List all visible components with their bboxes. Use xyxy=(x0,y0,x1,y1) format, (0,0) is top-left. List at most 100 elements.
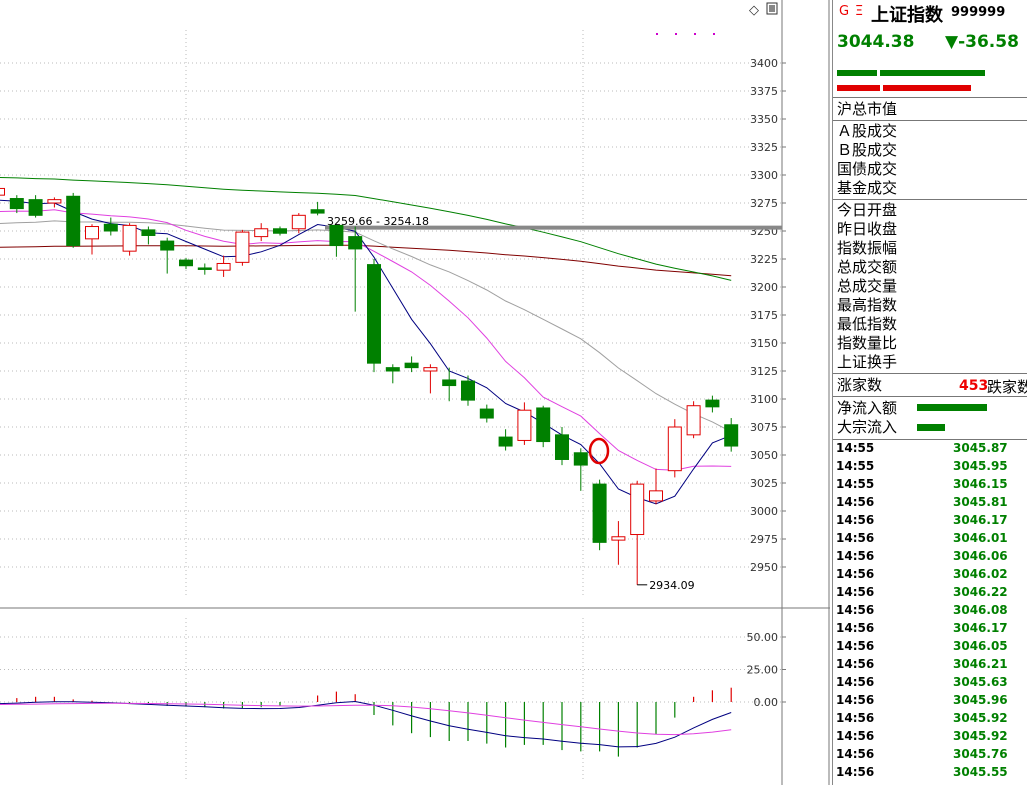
label-b-share: Ｂ股成交 xyxy=(837,141,898,159)
g-icon[interactable]: G xyxy=(839,4,850,19)
candle-body xyxy=(404,362,419,369)
buy-strength-bar-2 xyxy=(880,70,985,76)
tick-time: 14:55 xyxy=(836,477,875,491)
advancers-count: 453 xyxy=(959,378,989,394)
candle-body xyxy=(310,209,325,214)
ma10-line xyxy=(0,209,732,471)
tick-time: 14:56 xyxy=(836,657,875,671)
price-tick-label: 3300 xyxy=(750,169,778,182)
label-open: 今日开盘 xyxy=(837,201,898,219)
peak-annotation: 3259.66 - 3254.18 xyxy=(327,215,429,228)
tick-value: 3046.02 xyxy=(953,567,1008,581)
candle-body xyxy=(197,267,212,270)
tick-value: 3046.17 xyxy=(953,621,1008,635)
ma20-line xyxy=(0,220,732,433)
net-inflow-bar xyxy=(917,404,987,411)
tick-row: 14:56 3045.92 xyxy=(833,711,1027,729)
kline-chart[interactable]: 3400 3375 3350 3325 3300 3275 3250 3225 3200 3175… xyxy=(0,0,830,785)
divider xyxy=(833,396,1027,397)
tick-row: 14:56 3046.06 xyxy=(833,549,1027,567)
price-tick-label: 3000 xyxy=(750,505,778,518)
tick-value: 3045.63 xyxy=(953,675,1008,689)
quote-header: G Ξ 上证指数 999999 xyxy=(833,0,1027,28)
label-advancers: 涨家数 xyxy=(837,376,883,394)
tick-row: 14:56 3046.05 xyxy=(833,639,1027,657)
top-dot-marker xyxy=(656,33,658,35)
price-tick-label: 3275 xyxy=(750,197,778,210)
price-tick-label: 3150 xyxy=(750,337,778,350)
tick-time: 14:56 xyxy=(836,729,875,743)
tick-time: 14:55 xyxy=(836,459,875,473)
price-tick-label: 3325 xyxy=(750,141,778,154)
tick-time: 14:56 xyxy=(836,711,875,725)
top-dot-marker xyxy=(694,33,696,35)
candle-body xyxy=(536,407,551,443)
menu-icon[interactable]: Ξ xyxy=(855,4,864,19)
candle-body xyxy=(442,379,457,387)
candle-body xyxy=(498,436,513,447)
current-price: 3044.38 xyxy=(837,32,915,52)
label-volume-ratio: 指数量比 xyxy=(837,334,898,352)
price-tick-label: 3125 xyxy=(750,365,778,378)
tick-time: 14:56 xyxy=(836,495,875,509)
label-net-inflow: 净流入额 xyxy=(837,399,898,417)
tick-time: 14:56 xyxy=(836,765,875,779)
price-tick-label: 3025 xyxy=(750,477,778,490)
tick-row: 14:56 3045.76 xyxy=(833,747,1027,765)
diamond-icon[interactable]: ◇ xyxy=(749,3,759,18)
candle-body xyxy=(367,264,381,364)
tick-value: 3045.92 xyxy=(953,729,1008,743)
label-total-value: 沪总市值 xyxy=(837,100,898,118)
tick-value: 3045.92 xyxy=(953,711,1008,725)
label-fund: 基金成交 xyxy=(837,179,898,197)
tick-value: 3046.21 xyxy=(953,657,1008,671)
price-tick-label: 3400 xyxy=(750,57,778,70)
tick-row: 14:56 3046.02 xyxy=(833,567,1027,585)
price-tick-label: 3075 xyxy=(750,421,778,434)
divider xyxy=(833,373,1027,374)
tick-value: 3045.95 xyxy=(953,459,1008,473)
candle-body xyxy=(66,195,81,247)
price-tick-label: 2950 xyxy=(750,561,778,574)
candle-body xyxy=(592,483,607,543)
candle-body xyxy=(216,262,231,271)
tick-value: 3046.08 xyxy=(953,603,1008,617)
tick-time: 14:56 xyxy=(836,603,875,617)
candle-body xyxy=(47,199,62,204)
divider xyxy=(833,97,1027,98)
dea-line xyxy=(0,702,732,736)
sell-strength-bar xyxy=(837,85,880,91)
divider xyxy=(833,120,1027,121)
price-tick-label: 2975 xyxy=(750,533,778,546)
divider xyxy=(833,199,1027,200)
top-dot-marker xyxy=(675,33,677,35)
candle-body xyxy=(686,405,701,436)
tick-value: 3046.06 xyxy=(953,549,1008,563)
price-tick-label: 3050 xyxy=(750,449,778,462)
candle-body xyxy=(385,367,400,372)
candle-body xyxy=(517,409,532,441)
price-tick-label: 3175 xyxy=(750,309,778,322)
tick-time: 14:56 xyxy=(836,747,875,761)
chart-canvas[interactable]: 3400337533503325330032753250322532003175… xyxy=(0,0,830,785)
label-low: 最低指数 xyxy=(837,315,898,333)
candle-body xyxy=(573,452,588,466)
candle-body xyxy=(122,224,137,252)
sell-strength-bar-2 xyxy=(883,85,971,91)
tick-row: 14:56 3046.17 xyxy=(833,513,1027,531)
tick-time: 14:56 xyxy=(836,567,875,581)
tick-row: 14:56 3046.01 xyxy=(833,531,1027,549)
tick-row: 14:56 3045.81 xyxy=(833,495,1027,513)
tick-value: 3045.96 xyxy=(953,693,1008,707)
candle-body xyxy=(649,490,663,502)
candle-body xyxy=(705,399,720,408)
candle-body xyxy=(461,380,475,401)
candle-body xyxy=(479,408,494,419)
label-turnover: 上证换手 xyxy=(837,353,898,371)
scroll-thumb-icon xyxy=(769,5,775,12)
tick-value: 3046.22 xyxy=(953,585,1008,599)
price-change: ▼-36.58 xyxy=(945,32,1019,52)
block-inflow-bar xyxy=(917,424,945,431)
tick-value: 3045.87 xyxy=(953,441,1008,455)
candle-body xyxy=(630,483,645,536)
